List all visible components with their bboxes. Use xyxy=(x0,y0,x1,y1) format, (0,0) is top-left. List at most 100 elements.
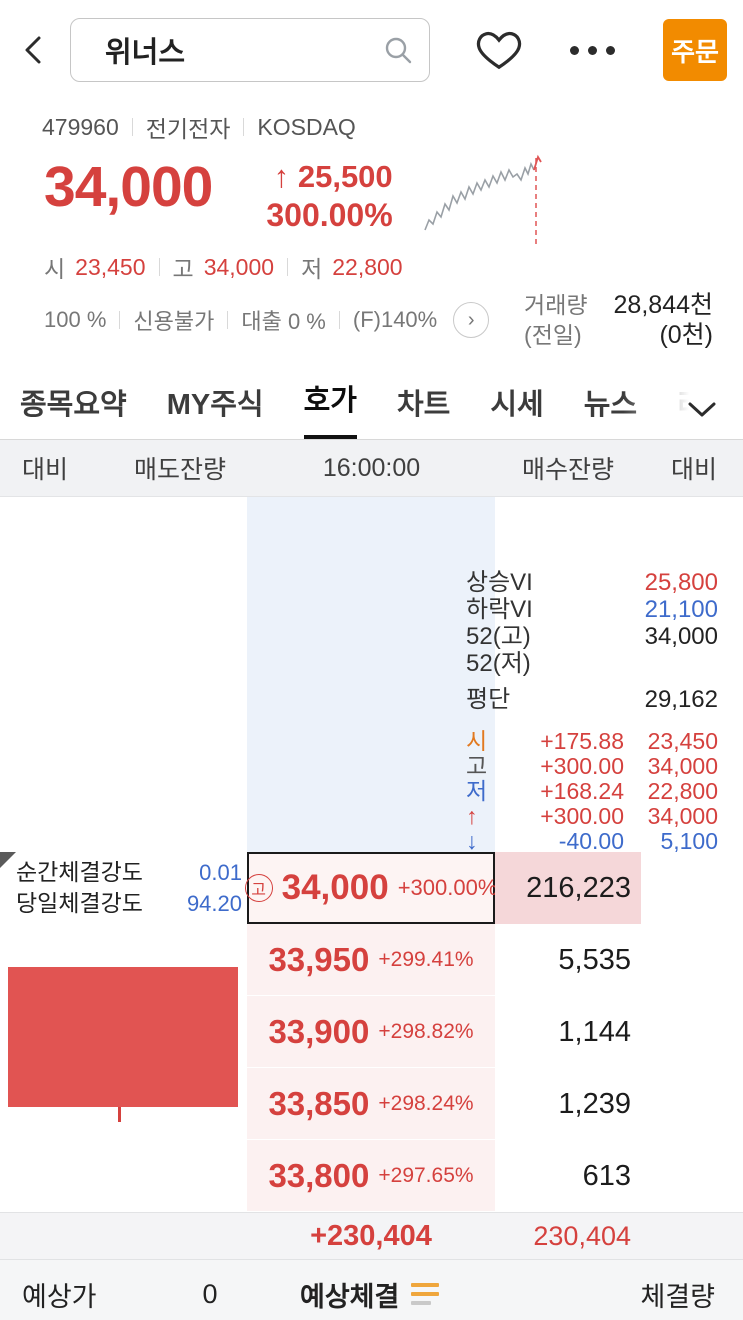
loan-rate: 대출 0 % xyxy=(241,309,326,334)
bid-price: 33,800 xyxy=(268,1156,370,1194)
order-button[interactable]: 주문 xyxy=(663,19,727,81)
bid-qty-col-label: 매수잔량 xyxy=(521,456,614,484)
stock-code: 479960 xyxy=(42,113,119,140)
top-bar: 주문 xyxy=(0,0,743,82)
expected-exec-label: 예상체결 xyxy=(300,1281,400,1312)
time-label: 16:00:00 xyxy=(322,453,421,482)
change-value: 25,500 xyxy=(297,159,393,194)
bid-price: 33,950 xyxy=(268,940,370,978)
tab-chart[interactable]: 차트 xyxy=(396,389,451,421)
chevron-down-icon xyxy=(688,402,716,416)
tab-summary[interactable]: 종목요약 xyxy=(20,389,127,421)
up-arrow-icon: ↑ xyxy=(273,159,290,194)
stock-sector: 전기전자 xyxy=(145,116,231,142)
price-cell[interactable]: 33,950 +299.41% xyxy=(247,924,495,996)
margin-row: 100 % 신용불가 대출 0 % (F)140% › 거래량 (전일) 28,… xyxy=(0,290,743,350)
orderbook-totals: +230,404 230,404 xyxy=(0,1212,743,1259)
price-cell[interactable]: 33,900 +298.82% xyxy=(247,996,495,1068)
change-percent: 300.00% xyxy=(266,197,393,233)
bid-percent: +298.24% xyxy=(378,1091,474,1115)
price-cell[interactable]: 고 34,000 +300.00% xyxy=(244,852,497,924)
up-vi-row: 상승VI 25,800 xyxy=(466,569,718,596)
stock-search-box[interactable] xyxy=(70,18,430,82)
low-detail-row: 저 +168.24 22,800 xyxy=(466,778,718,804)
daily-strength-row: 당일체결강도 94.20 xyxy=(16,890,242,916)
bid-volume-bar xyxy=(8,967,238,1107)
divider xyxy=(338,311,340,329)
search-icon xyxy=(385,37,412,64)
expand-info-button[interactable]: › xyxy=(453,302,490,338)
orderbook-main: 상승VI 25,800 하락VI 21,100 52(고) 34,000 52(… xyxy=(0,497,743,1212)
expected-price-value: 0 xyxy=(202,1278,218,1309)
upper-limit-row: ↑ +300.00 34,000 xyxy=(466,803,718,829)
avg-price-row: 평단 29,162 xyxy=(466,686,718,713)
current-price: 34,000 xyxy=(44,155,213,219)
52w-high-row: 52(고) 34,000 xyxy=(466,623,718,650)
tab-bar: 종목요약 MY주식 호가 차트 시세 뉴스 리서치 xyxy=(0,380,743,440)
high-badge-icon: 고 xyxy=(244,874,273,902)
expected-exec-toggle[interactable]: 예상체결 xyxy=(300,1275,550,1314)
orderbook-header: 대비 매도잔량 16:00:00 매수잔량 대비 xyxy=(0,440,743,497)
orderbook-row[interactable]: 33,850 +298.24% 1,239 xyxy=(0,1068,743,1140)
back-button[interactable] xyxy=(16,28,50,72)
price-sparkline xyxy=(423,154,542,244)
change-block: ↑ 25,500 300.00% xyxy=(266,158,392,235)
dot-icon xyxy=(588,45,597,55)
bid-qty[interactable]: 1,239 xyxy=(558,1087,631,1120)
search-input[interactable] xyxy=(105,33,383,67)
compare-col-label: 대비 xyxy=(22,456,69,484)
ohl-row: 시 23,450 고 34,000 저 22,800 xyxy=(0,250,743,284)
orderbook-row-current[interactable]: 고 34,000 +300.00% 216,223 xyxy=(0,852,743,924)
lower-limit-row: ↓ -40.00 5,100 xyxy=(466,828,718,854)
orderbook-row[interactable]: 33,800 +297.65% 613 xyxy=(0,1140,743,1212)
price-cell[interactable]: 33,800 +297.65% xyxy=(247,1140,495,1212)
footer-bar: 예상가 0 예상체결 체결량 xyxy=(0,1259,743,1320)
instant-strength-row: 순간체결강도 0.01 xyxy=(16,859,242,885)
volume-sublabel: (전일) xyxy=(524,322,582,348)
price-row: 34,000 ↑ 25,500 300.00% xyxy=(0,152,743,248)
bid-percent: +299.41% xyxy=(378,947,474,971)
bid-qty[interactable]: 5,535 xyxy=(558,943,631,976)
more-menu-button[interactable] xyxy=(570,28,615,72)
divider xyxy=(131,118,133,136)
corner-marker xyxy=(0,852,16,868)
side-info-panel: 상승VI 25,800 하락VI 21,100 52(고) 34,000 52(… xyxy=(466,569,718,854)
bid-qty[interactable]: 1,144 xyxy=(558,1015,631,1048)
list-bars-icon xyxy=(411,1283,440,1305)
divider xyxy=(287,258,289,276)
orderbook-rows: 고 34,000 +300.00% 216,223 33,950 +299.41… xyxy=(0,497,743,1212)
f-rate: (F)140% xyxy=(352,307,438,332)
dot-icon xyxy=(570,45,579,55)
compare-col-label: 대비 xyxy=(670,456,717,484)
bid-qty[interactable]: 613 xyxy=(582,1159,631,1192)
orderbook-row[interactable]: 33,900 +298.82% 1,144 xyxy=(0,996,743,1068)
52w-low-row: 52(저) xyxy=(466,650,531,677)
tab-quotes[interactable]: 시세 xyxy=(490,389,544,421)
chevron-left-icon xyxy=(25,36,41,64)
stock-meta: 479960 전기전자 KOSDAQ xyxy=(42,112,743,143)
tab-expand-button[interactable] xyxy=(623,380,743,439)
high-label: 고 xyxy=(172,256,194,282)
favorite-button[interactable] xyxy=(476,29,522,71)
expected-price-label: 예상가 xyxy=(22,1281,97,1312)
divider xyxy=(119,311,121,329)
strength-block: 순간체결강도 0.01 당일체결강도 94.20 xyxy=(16,857,242,919)
bid-price: 34,000 xyxy=(281,868,389,907)
total-bid-qty: 230,404 xyxy=(533,1220,631,1251)
low-value: 22,800 xyxy=(332,253,403,280)
exec-volume-label: 체결량 xyxy=(640,1281,715,1312)
orderbook-row[interactable]: 33,950 +299.41% 5,535 xyxy=(0,924,743,996)
divider xyxy=(243,118,245,136)
high-detail-row: 고 +300.00 34,000 xyxy=(466,753,718,779)
tab-my-stock[interactable]: MY주식 xyxy=(166,389,264,421)
open-label: 시 xyxy=(44,256,66,282)
ask-qty-col-label: 매도잔량 xyxy=(133,456,226,484)
bid-volume-tick xyxy=(118,1107,121,1122)
low-label: 저 xyxy=(301,256,323,282)
open-value: 23,450 xyxy=(75,253,146,280)
bid-qty[interactable]: 216,223 xyxy=(495,852,641,924)
high-value: 34,000 xyxy=(203,253,275,280)
price-cell[interactable]: 33,850 +298.24% xyxy=(247,1068,495,1140)
open-detail-row: 시 +175.88 23,450 xyxy=(466,728,718,754)
tab-orderbook[interactable]: 호가 xyxy=(303,380,357,439)
